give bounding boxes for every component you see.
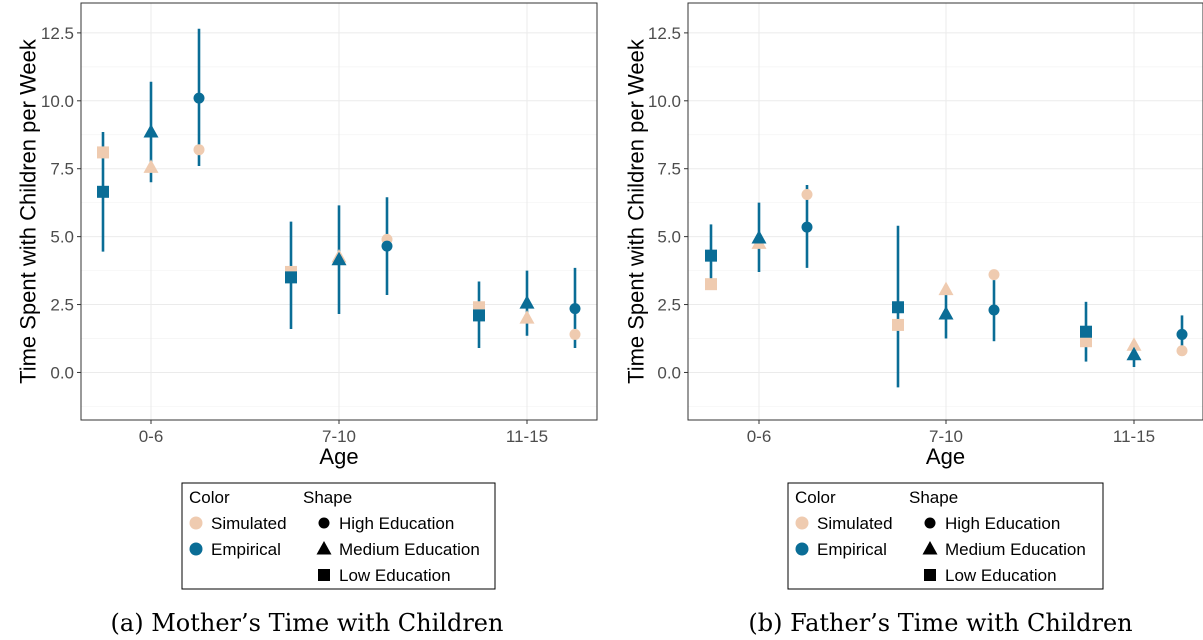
legend-color-title: Color bbox=[189, 488, 230, 507]
point-simulated-low-11-15 bbox=[1080, 335, 1092, 348]
legend-shape-label: Low Education bbox=[339, 566, 451, 585]
legend-color-label: Simulated bbox=[817, 514, 893, 533]
x-axis-title: Age bbox=[926, 444, 965, 469]
y-tick-label: 2.5 bbox=[50, 296, 74, 315]
y-tick-label: 7.5 bbox=[50, 160, 74, 179]
point-empirical-low-7-10 bbox=[285, 271, 297, 284]
point-empirical-low-11-15 bbox=[1080, 325, 1092, 338]
y-tick-label: 12.5 bbox=[41, 24, 74, 43]
x-axis-title: Age bbox=[319, 444, 358, 469]
y-tick-label: 10.0 bbox=[41, 92, 74, 111]
point-empirical-high-7-10 bbox=[988, 304, 1000, 316]
panel-father: 0.0 2.5 5.0 7.5 10.0 12.5 0-6 7-10 11-15 Age Ti… bbox=[624, 2, 1203, 637]
legend: Color Shape Simulated Empirical High Educati… bbox=[181, 482, 496, 590]
point-simulated-medium-0-6 bbox=[143, 159, 159, 173]
legend-shape-label: Medium Education bbox=[339, 540, 480, 559]
legend-shape-label: Medium Education bbox=[945, 540, 1086, 559]
legend-shape-label: High Education bbox=[945, 514, 1060, 533]
point-simulated-high-7-10 bbox=[988, 269, 1000, 281]
y-tick-label: 12.5 bbox=[648, 24, 681, 43]
point-empirical-medium-7-10 bbox=[938, 306, 954, 320]
point-empirical-low-0-6 bbox=[97, 185, 109, 198]
legend-shape-circle-icon bbox=[318, 517, 330, 529]
point-empirical-high-11-15 bbox=[1176, 328, 1188, 340]
legend-color-swatch bbox=[189, 516, 203, 530]
legend-shape-label: Low Education bbox=[945, 566, 1057, 585]
legend-shape-square-icon bbox=[924, 569, 936, 581]
y-tick-label: 7.5 bbox=[657, 160, 681, 179]
point-empirical-medium-11-15 bbox=[1126, 346, 1142, 361]
point-simulated-medium-11-15 bbox=[519, 310, 535, 324]
point-empirical-high-11-15 bbox=[569, 303, 581, 315]
point-simulated-medium-11-15 bbox=[1126, 337, 1142, 351]
x-tick-labels: 0-6 7-10 11-15 bbox=[139, 420, 548, 446]
x-tick-label: 0-6 bbox=[747, 427, 772, 446]
point-empirical-medium-0-6 bbox=[751, 229, 767, 244]
legend-shape-triangle-icon bbox=[316, 541, 332, 555]
point-empirical-low-11-15 bbox=[473, 309, 485, 322]
y-tick-label: 10.0 bbox=[648, 92, 681, 111]
y-tick-labels: 0.0 2.5 5.0 7.5 10.0 12.5 bbox=[648, 24, 688, 382]
point-empirical-medium-11-15 bbox=[519, 295, 535, 309]
y-tick-label: 2.5 bbox=[657, 296, 681, 315]
y-axis-title: Time Spent with Children per Week bbox=[624, 38, 649, 384]
legend-color-label: Empirical bbox=[211, 540, 281, 559]
legend: Color Shape Simulated Empirical High Educati… bbox=[787, 482, 1104, 590]
point-empirical-high-7-10 bbox=[381, 240, 393, 252]
panel-caption: (b) Father’s Time with Children bbox=[748, 609, 1132, 637]
point-empirical-low-7-10 bbox=[892, 301, 904, 314]
data-points bbox=[705, 189, 1188, 361]
point-simulated-low-0-6 bbox=[97, 146, 109, 159]
point-simulated-high-11-15 bbox=[569, 328, 581, 340]
legend-shape-triangle-icon bbox=[922, 541, 938, 555]
x-tick-label: 11-15 bbox=[506, 427, 548, 446]
grid-lines bbox=[688, 3, 1203, 420]
y-tick-label: 0.0 bbox=[50, 363, 74, 382]
legend-box bbox=[181, 482, 496, 590]
legend-color-label: Simulated bbox=[211, 514, 287, 533]
point-simulated-low-0-6 bbox=[705, 278, 717, 291]
point-simulated-high-0-6 bbox=[801, 189, 813, 201]
panel-caption: (a) Mother’s Time with Children bbox=[111, 609, 504, 637]
data-points bbox=[97, 92, 581, 340]
point-empirical-low-0-6 bbox=[705, 249, 717, 262]
point-empirical-medium-0-6 bbox=[143, 124, 159, 138]
point-simulated-low-7-10 bbox=[892, 318, 904, 331]
legend-color-swatch bbox=[795, 542, 809, 556]
y-tick-label: 5.0 bbox=[50, 228, 74, 247]
x-tick-labels: 0-6 7-10 11-15 bbox=[747, 420, 1155, 446]
legend-shape-square-icon bbox=[318, 569, 330, 581]
legend-shape-title: Shape bbox=[909, 488, 958, 507]
y-tick-label: 5.0 bbox=[657, 228, 681, 247]
panel-mother: 0.0 2.5 5.0 7.5 10.0 12.5 0-6 7-10 11-15 Age Ti… bbox=[16, 2, 598, 637]
y-tick-label: 0.0 bbox=[657, 363, 681, 382]
legend-color-title: Color bbox=[795, 488, 836, 507]
point-empirical-high-0-6 bbox=[801, 221, 813, 233]
legend-shape-title: Shape bbox=[303, 488, 352, 507]
point-simulated-medium-7-10 bbox=[938, 281, 954, 296]
point-empirical-medium-7-10 bbox=[331, 251, 347, 266]
x-tick-label: 11-15 bbox=[1113, 427, 1155, 446]
legend-box bbox=[787, 482, 1104, 590]
y-axis-title: Time Spent with Children per Week bbox=[16, 38, 41, 384]
legend-color-swatch bbox=[795, 516, 809, 530]
legend-color-swatch bbox=[189, 542, 203, 556]
x-tick-label: 7-10 bbox=[322, 427, 356, 446]
point-empirical-high-0-6 bbox=[193, 92, 205, 104]
legend-color-label: Empirical bbox=[817, 540, 887, 559]
legend-shape-label: High Education bbox=[339, 514, 454, 533]
y-tick-labels: 0.0 2.5 5.0 7.5 10.0 12.5 bbox=[41, 24, 81, 382]
point-simulated-high-0-6 bbox=[193, 144, 205, 156]
point-simulated-high-11-15 bbox=[1176, 345, 1188, 357]
legend-shape-circle-icon bbox=[924, 517, 936, 529]
x-tick-label: 7-10 bbox=[929, 427, 963, 446]
x-tick-label: 0-6 bbox=[139, 427, 164, 446]
